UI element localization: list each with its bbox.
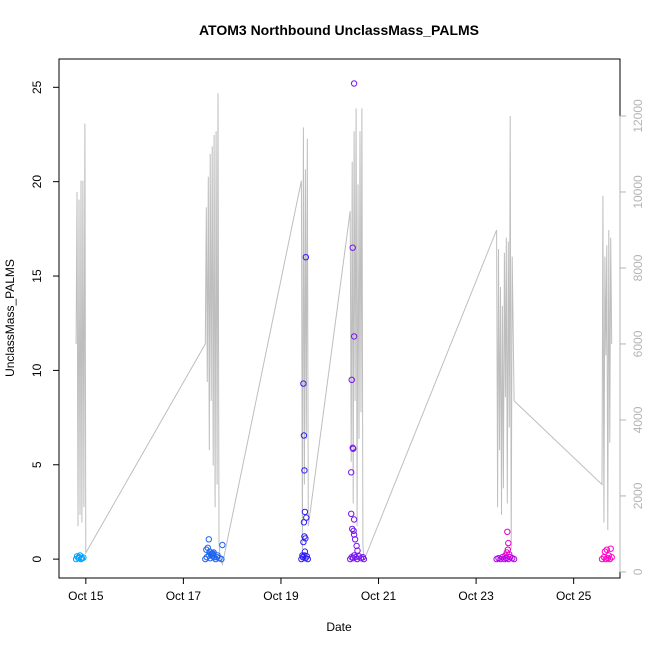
data-point-series-2 [300,380,307,387]
y-tick-label: 0 [30,555,44,562]
data-point-series-1 [203,546,210,553]
data-point-series-6 [607,545,614,552]
y2-tick-label: 12000 [631,99,645,133]
data-point-series-2 [300,538,307,546]
x-tick-label: Oct 17 [166,589,202,603]
data-point-series-0 [75,553,83,561]
data-point-series-3 [349,525,356,533]
data-point-series-3 [350,333,358,340]
y-tick-label: 20 [30,175,44,189]
data-point-series-2 [299,552,306,559]
x-tick-label: Oct 19 [263,589,299,603]
data-point-series-2 [301,508,309,516]
data-point-series-3 [351,536,359,543]
data-point-series-4 [497,555,504,563]
data-point-series-3 [347,555,354,563]
x-axis: Oct 15 Oct 17 Oct 19 Oct 21 Oct 23 Oct 25 [68,577,592,603]
data-point-series-3 [360,555,368,563]
data-point-series-6 [598,555,606,563]
data-point-series-1 [210,549,217,556]
altitude-layer [75,93,613,567]
data-point-series-3 [349,444,356,451]
x-tick-label: Oct 21 [361,589,397,603]
y2-tick-label: 10000 [631,175,645,209]
data-point-series-1 [205,536,213,543]
data-point-series-3 [348,469,355,476]
data-point-series-3 [355,553,363,560]
y2-axis: 0 2000 4000 6000 8000 10000 12000 [619,99,645,575]
data-point-series-3 [353,542,360,550]
x-tick-label: Oct 23 [458,589,494,603]
x-tick-label: Oct 25 [556,589,592,603]
data-point-series-5 [506,551,513,558]
data-point-series-1 [213,554,221,561]
data-point-series-4 [510,555,518,563]
data-point-series-3 [354,547,361,554]
data-point-series-2 [303,514,310,521]
data-point-series-3 [348,376,355,383]
data-point-series-3 [349,244,356,251]
y-tick-label: 15 [30,269,44,283]
data-point-series-6 [606,555,613,563]
y-tick-label: 5 [30,461,44,468]
data-point-series-3 [348,510,355,517]
y2-tick-label: 2000 [631,482,645,509]
y2-tick-label: 6000 [631,330,645,357]
y-tick-label: 10 [30,363,44,377]
data-point-series-1 [219,541,226,549]
y-axis: 0 5 10 15 20 25 [30,80,60,562]
data-point-series-3 [350,531,358,538]
y-tick-label: 25 [30,80,44,94]
data-point-series-2 [302,254,309,261]
data-point-series-2 [302,535,309,542]
points-layer [72,80,615,563]
altitude-line [75,93,613,567]
data-point-series-6 [601,548,609,555]
data-point-series-3 [350,527,357,534]
y2-tick-label: 8000 [631,254,645,281]
data-point-series-1 [204,544,212,551]
data-point-series-6 [605,552,612,559]
data-point-series-0 [78,555,86,562]
data-point-series-2 [304,555,311,563]
data-point-series-3 [350,80,358,87]
y-axis-label: UnclassMass_PALMS [3,259,17,377]
x-tick-label: Oct 15 [68,589,104,603]
data-point-series-5 [505,539,512,547]
data-point-series-6 [603,546,610,553]
data-point-series-5 [504,528,511,535]
y2-tick-label: 4000 [631,406,645,433]
chart-title: ATOM3 Northbound UnclassMass_PALMS [199,22,479,38]
data-point-series-1 [209,550,216,557]
data-point-series-3 [350,516,358,523]
x-axis-label: Date [326,620,352,634]
data-point-series-2 [301,467,308,474]
data-point-series-2 [300,432,308,439]
data-point-series-1 [203,554,211,561]
y2-tick-label: 0 [631,568,645,575]
